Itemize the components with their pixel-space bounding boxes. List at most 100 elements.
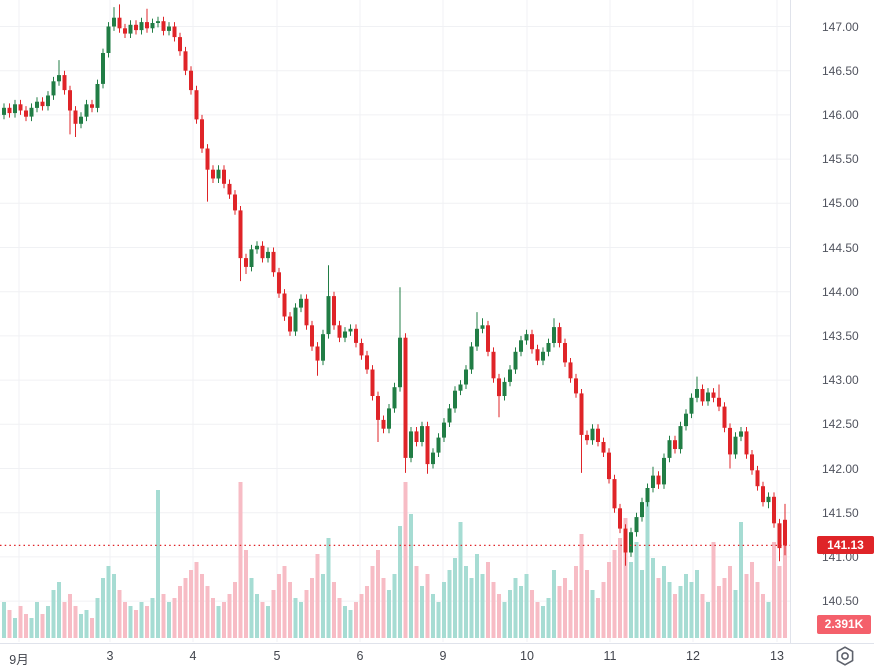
volume-bar bbox=[662, 566, 666, 638]
volume-bar bbox=[491, 582, 496, 638]
candle-body bbox=[29, 107, 34, 117]
volume-bar bbox=[315, 554, 320, 638]
volume-bar bbox=[403, 482, 408, 638]
volume-bar bbox=[783, 542, 787, 638]
price-tick-label: 146.50 bbox=[822, 64, 859, 78]
volume-bar bbox=[35, 602, 39, 638]
volume-bar bbox=[337, 598, 342, 638]
volume-bar bbox=[673, 594, 677, 638]
time-tick-label: 6 bbox=[356, 649, 364, 663]
candle-body bbox=[711, 392, 716, 398]
candle-body bbox=[79, 116, 83, 124]
candle-body bbox=[557, 327, 562, 343]
settings-gear-icon[interactable] bbox=[833, 645, 857, 667]
volume-bar bbox=[304, 590, 309, 638]
price-axis[interactable]: 147.00 146.50 146.00 145.50 145.00 144.50 144.… bbox=[790, 0, 874, 643]
candle-body bbox=[84, 104, 89, 117]
candle-body bbox=[156, 21, 160, 23]
volume-bar bbox=[255, 594, 259, 638]
price-tick-label: 145.50 bbox=[822, 152, 859, 166]
candle-body bbox=[266, 251, 270, 259]
volume-bar bbox=[475, 554, 479, 638]
volume-bar bbox=[722, 578, 727, 638]
volume-bar bbox=[112, 574, 116, 638]
volume-bar bbox=[420, 586, 424, 638]
volume-bar bbox=[18, 606, 23, 638]
time-tick-label: 5 bbox=[273, 649, 281, 663]
candle-body bbox=[123, 28, 127, 34]
volume-bar bbox=[464, 566, 468, 638]
candle-body bbox=[106, 26, 111, 53]
candle-body bbox=[332, 296, 336, 326]
price-tick-label: 146.00 bbox=[822, 108, 859, 122]
time-tick-label: 3 bbox=[106, 649, 114, 663]
volume-bar bbox=[425, 574, 430, 638]
candle-body bbox=[277, 272, 281, 294]
candle-body bbox=[546, 343, 551, 352]
candle-body bbox=[260, 245, 265, 259]
candle-body bbox=[722, 406, 727, 428]
candle-body bbox=[579, 393, 584, 435]
candle-body bbox=[766, 496, 771, 503]
candle-body bbox=[282, 293, 287, 317]
candle-body bbox=[497, 378, 501, 397]
candles bbox=[2, 4, 787, 566]
candle-body bbox=[255, 245, 259, 250]
volume-bar bbox=[46, 606, 50, 638]
volume-bar bbox=[568, 590, 573, 638]
volume-bar bbox=[161, 594, 166, 638]
candle-body bbox=[420, 426, 424, 442]
volume-bar bbox=[101, 578, 105, 638]
volume-bar bbox=[640, 570, 644, 638]
price-tick-label: 147.00 bbox=[822, 20, 859, 34]
price-tick-label: 142.50 bbox=[822, 417, 859, 431]
volume-bar bbox=[618, 538, 622, 638]
candle-body bbox=[629, 532, 633, 553]
time-tick-label: 13 bbox=[770, 649, 784, 663]
volume-bar bbox=[601, 582, 606, 638]
volume-bar bbox=[761, 594, 765, 638]
candle-body bbox=[304, 298, 309, 326]
volume-bar bbox=[310, 578, 314, 638]
volume-bar bbox=[51, 590, 56, 638]
candle-body bbox=[370, 369, 375, 396]
volume-bar bbox=[453, 558, 457, 638]
candle-body bbox=[596, 428, 600, 442]
candle-body bbox=[359, 343, 364, 356]
candle-body bbox=[475, 328, 479, 347]
volume-bar bbox=[343, 606, 347, 638]
candle-body bbox=[640, 502, 644, 518]
volume-bar bbox=[354, 602, 358, 638]
volume-bar bbox=[183, 578, 188, 638]
candle-body bbox=[183, 51, 188, 71]
candle-body bbox=[24, 110, 28, 117]
candle-body bbox=[227, 183, 232, 195]
candle-body bbox=[458, 384, 463, 391]
candle-body bbox=[519, 340, 523, 352]
candle-body bbox=[68, 90, 72, 111]
volume-bar bbox=[233, 582, 237, 638]
volume-bar bbox=[717, 586, 721, 638]
volume-bar bbox=[216, 606, 221, 638]
candle-body bbox=[744, 431, 749, 455]
candle-body bbox=[486, 325, 490, 352]
volume-bar bbox=[469, 578, 474, 638]
candle-body bbox=[409, 431, 413, 458]
candle-body bbox=[673, 440, 677, 449]
volume-bar bbox=[205, 586, 210, 638]
time-axis[interactable]: 9月 3 4 5 6 9 10 11 12 13 bbox=[0, 643, 874, 668]
volume-bar bbox=[497, 594, 501, 638]
candle-body bbox=[414, 431, 419, 442]
volume-bar bbox=[552, 570, 556, 638]
candle-body bbox=[530, 334, 534, 350]
candle-body bbox=[491, 351, 496, 379]
price-tick-label: 144.00 bbox=[822, 285, 859, 299]
volume-bar bbox=[744, 574, 749, 638]
volume-bar bbox=[563, 578, 567, 638]
candle-body bbox=[161, 21, 166, 31]
time-tick-label: 12 bbox=[686, 649, 700, 663]
volume-bar bbox=[106, 566, 111, 638]
volume-bar bbox=[777, 566, 782, 638]
